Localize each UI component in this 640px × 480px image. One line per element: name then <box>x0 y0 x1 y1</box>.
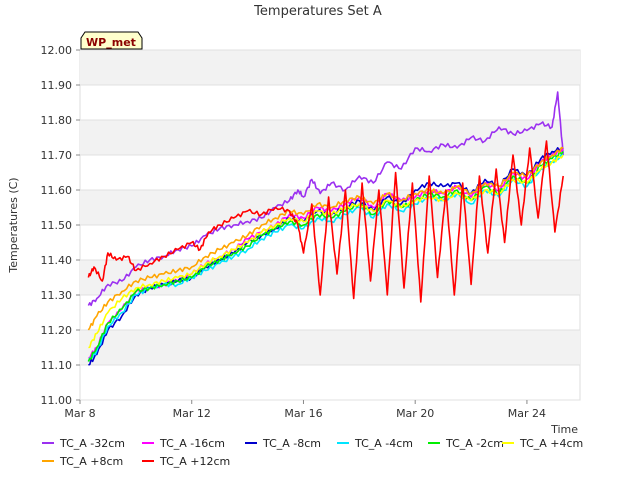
y-tick-label: 11.20 <box>41 324 73 337</box>
y-tick-label: 11.00 <box>41 394 73 407</box>
series-lines <box>87 91 564 366</box>
y-tick-label: 11.90 <box>41 79 73 92</box>
station-badge: WP_met <box>80 31 143 50</box>
legend-label: TC_A -2cm <box>445 437 504 450</box>
x-axis-ticks: Mar 8 Mar 12 Mar 16 Mar 20 Mar 24 <box>64 400 546 420</box>
y-tick-label: 11.30 <box>41 289 73 302</box>
y-tick-label: 11.80 <box>41 114 73 127</box>
x-tick-label: Mar 24 <box>508 407 546 420</box>
x-tick-label: Mar 16 <box>284 407 322 420</box>
station-badge-label: WP_met <box>86 36 136 49</box>
series-line <box>88 147 564 366</box>
series-line <box>87 91 564 307</box>
plot-band <box>80 50 580 85</box>
series-line <box>87 146 564 331</box>
chart-title: Temperatures Set A <box>253 4 382 19</box>
legend-label: TC_A -16cm <box>159 437 225 450</box>
series-line <box>88 154 564 349</box>
y-axis-label: Temperatures (C) <box>7 177 20 273</box>
x-tick-label: Mar 20 <box>396 407 434 420</box>
legend-label: TC_A +4cm <box>519 437 583 450</box>
x-axis-label: Time <box>550 423 578 436</box>
x-tick-label: Mar 8 <box>64 407 95 420</box>
legend-label: TC_A +12cm <box>159 455 230 468</box>
y-tick-label: 12.00 <box>41 44 73 57</box>
y-tick-label: 11.60 <box>41 184 73 197</box>
legend-label: TC_A -32cm <box>59 437 125 450</box>
plot-band <box>80 120 580 155</box>
legend: TC_A -32cm TC_A -16cm TC_A -8cm TC_A -4cm TC… <box>42 437 583 468</box>
plot-band <box>80 260 580 295</box>
legend-label: TC_A -8cm <box>262 437 321 450</box>
y-tick-label: 11.70 <box>41 149 73 162</box>
y-tick-label: 11.50 <box>41 219 73 232</box>
x-tick-label: Mar 12 <box>173 407 211 420</box>
y-tick-label: 11.40 <box>41 254 73 267</box>
y-tick-label: 11.10 <box>41 359 73 372</box>
y-axis-ticks: 11.00 11.10 11.20 11.30 11.40 11.50 11.60 11.70… <box>41 44 80 407</box>
series-line <box>87 140 564 303</box>
legend-label: TC_A -4cm <box>354 437 413 450</box>
plot-band <box>80 330 580 365</box>
legend-label: TC_A +8cm <box>59 455 123 468</box>
